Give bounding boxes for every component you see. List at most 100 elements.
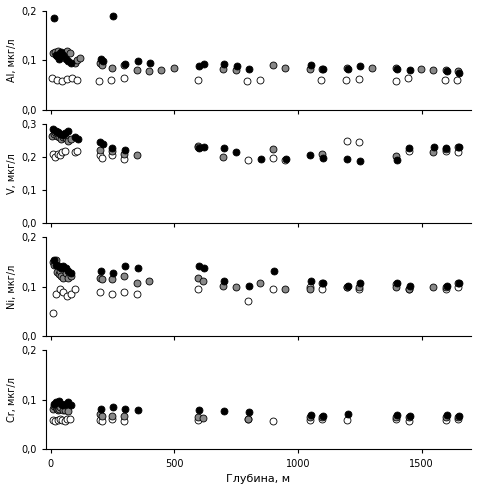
Point — [195, 416, 202, 424]
Point — [318, 415, 326, 423]
Point — [68, 74, 76, 82]
Point — [145, 67, 153, 75]
Point — [63, 75, 70, 83]
Point — [60, 401, 67, 409]
Point — [343, 283, 351, 291]
Point — [195, 142, 202, 150]
Point — [392, 280, 400, 288]
Point — [73, 76, 80, 84]
Point — [443, 67, 451, 75]
Point — [54, 271, 62, 278]
Point — [51, 48, 59, 55]
Point — [52, 404, 59, 411]
Point — [49, 150, 56, 158]
Point — [318, 150, 326, 158]
Point — [270, 267, 278, 275]
Point — [65, 57, 72, 65]
Point — [60, 133, 67, 140]
Point — [269, 145, 276, 153]
Point — [356, 283, 363, 291]
Point — [50, 256, 57, 264]
Point — [306, 285, 314, 293]
Point — [108, 76, 115, 84]
Point — [145, 277, 153, 285]
Point — [66, 49, 74, 57]
Point — [405, 144, 413, 152]
Point — [48, 74, 55, 82]
Point — [256, 76, 263, 84]
Point — [146, 59, 154, 67]
Point — [62, 269, 70, 277]
Point — [62, 264, 70, 272]
Point — [64, 292, 71, 300]
Point — [442, 147, 450, 155]
Point — [52, 127, 59, 135]
Point — [441, 76, 449, 84]
Point — [54, 130, 62, 138]
Point — [442, 145, 450, 153]
Point — [455, 279, 462, 287]
Point — [59, 406, 67, 414]
Point — [54, 53, 61, 60]
Point — [55, 405, 63, 413]
Point — [65, 274, 72, 282]
Point — [52, 256, 59, 264]
Point — [220, 407, 228, 415]
Point — [120, 412, 128, 420]
Y-axis label: V, мкг/л: V, мкг/л — [7, 153, 17, 194]
Point — [120, 74, 127, 82]
Point — [134, 264, 141, 272]
Point — [76, 54, 84, 62]
Point — [54, 416, 61, 424]
Point — [195, 144, 203, 152]
Point — [120, 417, 128, 425]
Point — [98, 275, 106, 283]
Point — [50, 130, 57, 138]
Point — [49, 258, 56, 266]
Point — [64, 47, 71, 55]
Point — [51, 402, 58, 410]
Point — [318, 65, 326, 73]
Point — [54, 55, 62, 63]
Point — [442, 66, 450, 74]
Point — [443, 282, 451, 290]
Point — [343, 283, 351, 291]
Point — [109, 144, 116, 152]
Point — [306, 416, 314, 424]
Point — [56, 285, 64, 293]
Y-axis label: Cr, мкг/л: Cr, мкг/л — [7, 378, 17, 422]
Point — [120, 150, 128, 158]
Point — [219, 65, 227, 73]
Point — [306, 283, 314, 291]
Point — [57, 400, 65, 408]
Point — [52, 290, 60, 298]
Point — [71, 148, 79, 156]
Point — [50, 400, 57, 408]
Point — [393, 65, 401, 73]
Point — [319, 279, 327, 287]
Point — [357, 279, 364, 287]
Point — [404, 74, 412, 82]
Point — [49, 49, 56, 57]
Point — [64, 415, 71, 423]
Point — [406, 412, 413, 420]
Point — [108, 275, 116, 283]
Point — [443, 411, 451, 419]
Y-axis label: Ni, мкг/л: Ni, мкг/л — [7, 265, 17, 309]
Point — [133, 290, 141, 298]
Point — [282, 155, 289, 163]
Point — [455, 415, 462, 423]
Point — [201, 264, 208, 272]
Point — [158, 66, 165, 74]
Point — [319, 65, 327, 73]
Point — [98, 154, 106, 162]
Point — [74, 135, 82, 143]
Point — [233, 62, 240, 70]
Point — [96, 288, 103, 296]
Point — [257, 155, 265, 163]
Point — [318, 279, 326, 287]
Point — [54, 129, 62, 136]
Point — [318, 285, 326, 293]
Point — [55, 134, 63, 141]
Point — [97, 55, 104, 63]
